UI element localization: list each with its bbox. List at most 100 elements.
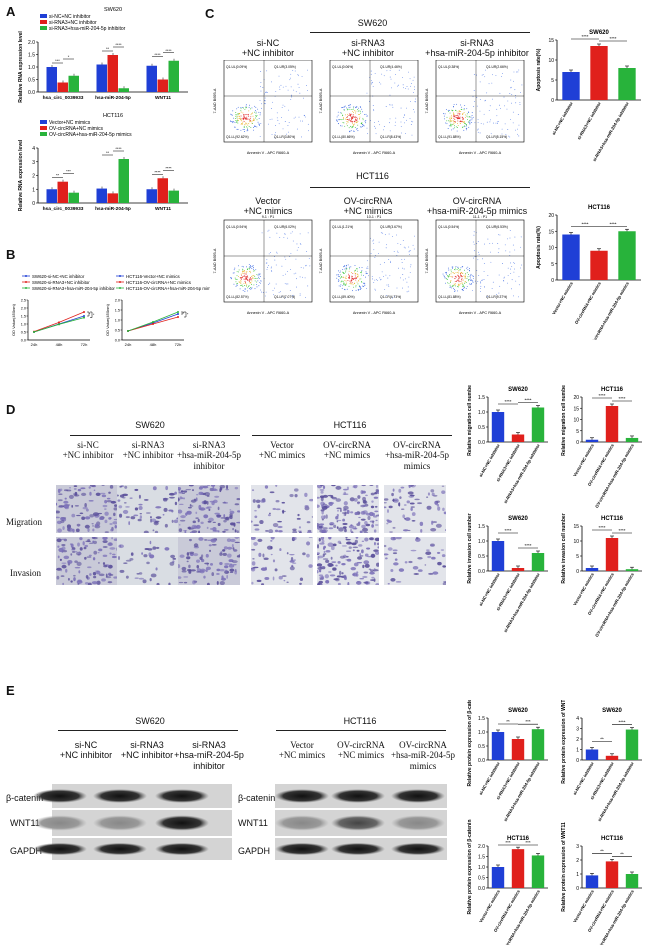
d-hct116-group-2: OV-circRNA +NC mimics xyxy=(323,440,371,461)
flow-event xyxy=(402,279,404,281)
stained-cell xyxy=(299,577,304,581)
flow-event xyxy=(462,286,463,288)
flow-event xyxy=(238,120,239,122)
stained-cell xyxy=(281,501,286,504)
flow-event xyxy=(464,274,466,276)
flow-event xyxy=(452,120,454,122)
stained-cell xyxy=(374,505,378,508)
stained-cell xyxy=(366,547,371,550)
flow-event xyxy=(355,276,357,278)
e-hct116-title: HCT116 xyxy=(343,716,377,726)
y-tick-label: 0.5 xyxy=(115,329,120,333)
flow-event xyxy=(349,119,351,121)
stained-cell xyxy=(321,504,324,508)
flow-event xyxy=(459,111,461,112)
stained-cell xyxy=(155,567,158,571)
flow-event xyxy=(247,118,249,120)
stained-cell xyxy=(398,502,400,507)
flow-event xyxy=(460,281,462,282)
flow-event xyxy=(349,268,350,270)
stained-cell xyxy=(400,486,405,489)
flow-event xyxy=(465,288,467,289)
stained-cell xyxy=(317,570,319,574)
flow-event xyxy=(243,117,245,119)
flow-event xyxy=(246,285,248,287)
stained-cell xyxy=(272,559,276,563)
stained-cell xyxy=(328,571,332,573)
flow-event xyxy=(384,234,386,236)
stained-cell xyxy=(134,577,139,579)
flow-event xyxy=(521,84,523,86)
flow-event xyxy=(452,266,454,268)
sig-bracket xyxy=(184,311,187,318)
flow-event xyxy=(352,117,354,119)
flow-event xyxy=(509,93,511,94)
flow-event xyxy=(366,92,368,94)
chart-b-left: SW620-si-NC+NC inhibitorSW620-si-RNA3+NC… xyxy=(11,274,115,347)
flow-event xyxy=(289,79,291,81)
flow-event xyxy=(281,106,283,108)
flow-event xyxy=(297,247,299,248)
stained-cell xyxy=(78,570,81,574)
stained-cell xyxy=(225,488,229,491)
flow-event xyxy=(447,275,449,277)
chart-title: SW620 xyxy=(508,516,528,522)
stained-cell xyxy=(75,551,78,553)
stained-cell xyxy=(91,537,98,540)
stained-cell xyxy=(251,520,253,523)
stained-cell xyxy=(102,554,108,557)
y-tick-label: 2 xyxy=(32,174,35,180)
flow-event xyxy=(463,109,465,111)
stained-cell xyxy=(222,549,226,552)
stained-cell xyxy=(309,498,313,502)
bar xyxy=(531,553,545,571)
flow-event xyxy=(469,283,470,285)
flow-event xyxy=(230,113,232,115)
flow-event xyxy=(458,279,460,281)
stained-cell xyxy=(217,530,220,533)
stained-cell xyxy=(226,485,229,490)
flow-event xyxy=(251,107,253,109)
micrograph-tile xyxy=(251,537,313,585)
flow-event xyxy=(509,255,511,256)
stained-cell xyxy=(233,549,236,552)
y-tick-label: 5 xyxy=(551,78,554,84)
flow-event xyxy=(414,235,415,237)
stained-cell xyxy=(174,501,178,506)
flow-event xyxy=(453,115,454,117)
flow-event xyxy=(251,280,253,282)
flow-event xyxy=(473,250,475,252)
flow-event xyxy=(299,243,301,244)
flow-event xyxy=(247,129,249,131)
stained-cell xyxy=(210,485,216,487)
flow-event xyxy=(279,86,280,88)
flow-event xyxy=(406,107,407,109)
stained-cell xyxy=(205,569,208,573)
flow-event xyxy=(348,277,350,279)
flow-event xyxy=(261,291,262,293)
stained-cell xyxy=(89,514,95,518)
flow-event xyxy=(458,114,460,116)
stained-cell xyxy=(369,485,374,486)
stained-cell xyxy=(109,485,114,489)
flow-event xyxy=(268,123,269,125)
flow-event xyxy=(455,272,457,274)
flow-event xyxy=(389,118,391,120)
stained-cell xyxy=(253,566,259,569)
legend-swatch xyxy=(40,14,47,18)
stained-cell xyxy=(362,527,369,532)
flow-frame xyxy=(329,60,419,143)
stained-cell xyxy=(445,529,446,531)
flow-event xyxy=(444,276,445,278)
flow-event xyxy=(249,266,251,268)
x-tick-label: 24h xyxy=(125,342,132,347)
flow-event xyxy=(252,265,253,267)
flow-event xyxy=(453,113,455,115)
flow-event xyxy=(503,96,505,98)
stained-cell xyxy=(387,547,393,551)
flow-event xyxy=(255,125,257,127)
y-tick-label: 15 xyxy=(573,524,579,530)
stained-cell xyxy=(361,485,366,487)
flow-event xyxy=(389,130,391,132)
flow-event xyxy=(477,281,479,283)
